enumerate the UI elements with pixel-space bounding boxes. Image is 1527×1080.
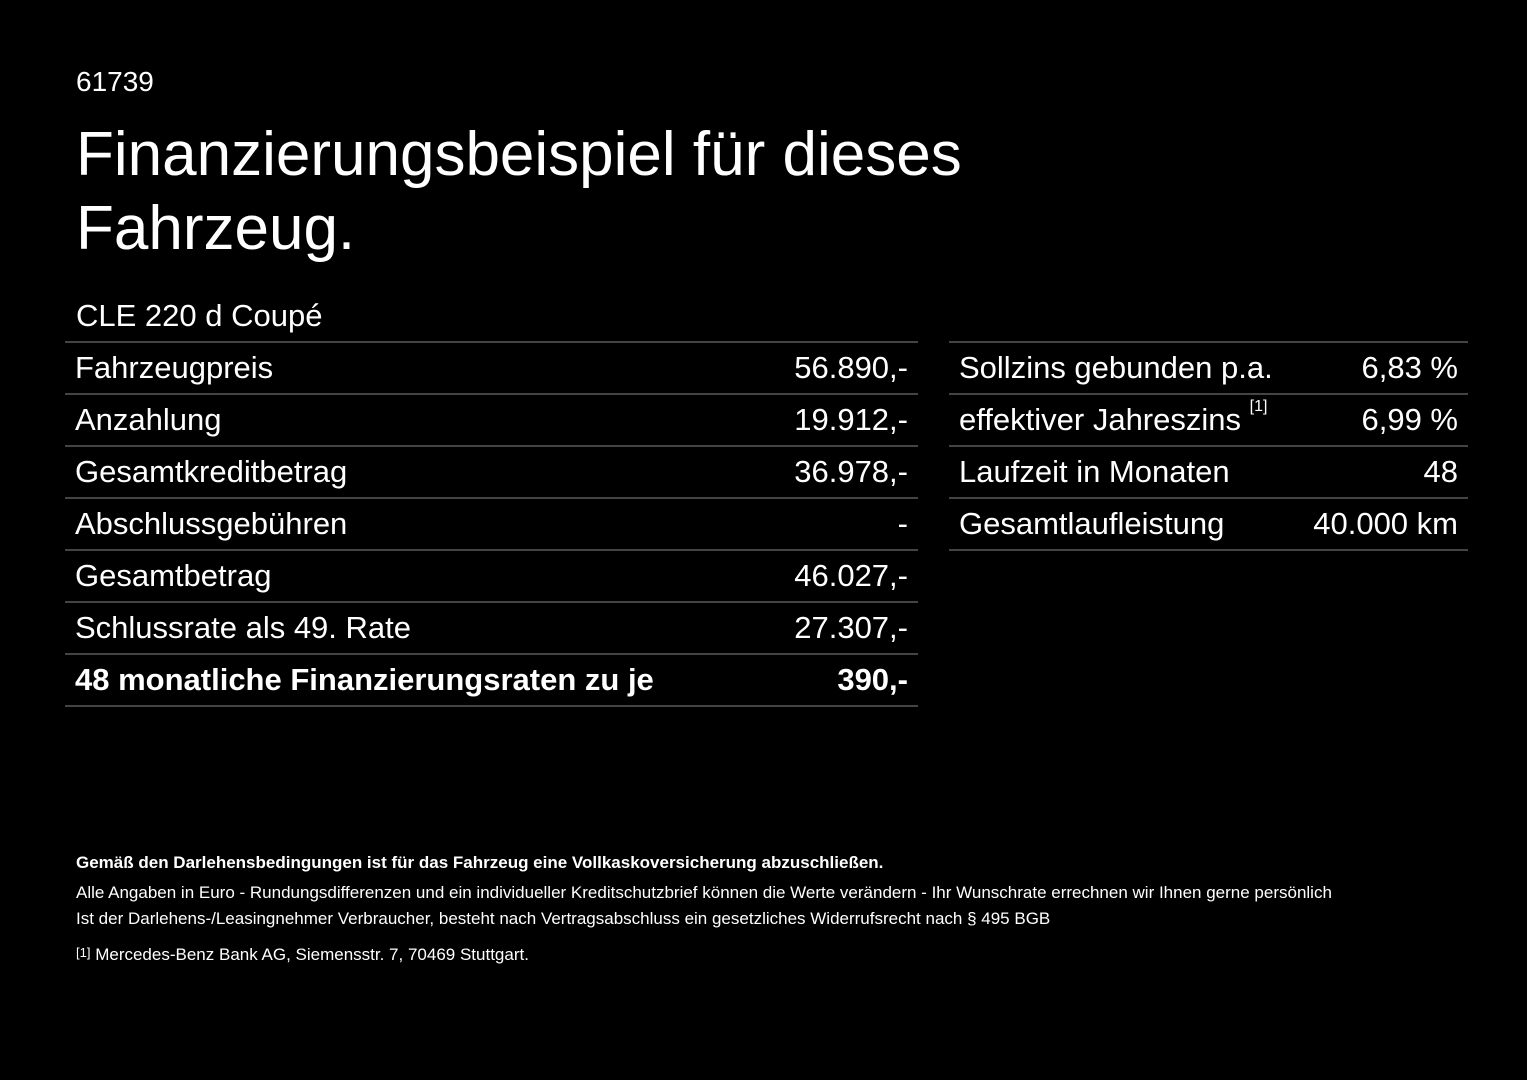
row: Abschlussgebühren - — [65, 498, 918, 551]
footnote-marker: [1] — [76, 945, 91, 960]
label-text: effektiver Jahreszins — [959, 402, 1241, 437]
note: Ist der Darlehens-/Leasingnehmer Verbrau… — [76, 909, 1051, 928]
row: Laufzeit in Monaten 48 — [949, 446, 1468, 499]
value: 40.000 km — [1296, 498, 1468, 551]
label-text: Fahrzeugpreis — [75, 350, 274, 385]
value: 6,99 % — [1296, 394, 1468, 447]
row: effektiver Jahreszins [1] 6,99 % — [949, 394, 1468, 447]
label: Fahrzeugpreis — [65, 342, 763, 395]
value: 46.027,- — [762, 550, 918, 603]
value: 27.307,- — [762, 602, 918, 655]
value: 6,83 % — [1296, 342, 1468, 395]
label-text: Laufzeit in Monaten — [959, 454, 1230, 489]
label-text: Anzahlung — [75, 402, 222, 437]
label-text: Gesamtlaufleistung — [959, 506, 1225, 541]
label-text: Gesamtkreditbetrag — [75, 454, 348, 489]
title-line: Finanzierungsbeispiel für dieses — [76, 120, 962, 189]
label: 48 monatliche Finanzierungsraten zu je — [65, 654, 763, 707]
label: Gesamtlaufleistung — [949, 498, 1297, 551]
footnote: [1] Mercedes-Benz Bank AG, Siemensstr. 7… — [76, 945, 529, 965]
row: Fahrzeugpreis 56.890,- — [65, 342, 918, 395]
row: Gesamtkreditbetrag 36.978,- — [65, 446, 918, 499]
value: 36.978,- — [762, 446, 918, 499]
label: effektiver Jahreszins [1] — [949, 394, 1297, 447]
value: - — [762, 498, 918, 551]
row: Gesamtbetrag 46.027,- — [65, 550, 918, 603]
value: 19.912,- — [762, 394, 918, 447]
note: Alle Angaben in Euro - Rundungsdifferenz… — [76, 883, 1332, 902]
value: 56.890,- — [762, 342, 918, 395]
row: 48 monatliche Finanzierungsraten zu je 39… — [65, 654, 918, 707]
left-table: Fahrzeugpreis 56.890,- Anzahlung 19.912,- Ge… — [65, 341, 918, 707]
label: Sollzins gebunden p.a. — [949, 342, 1297, 395]
label-text: Sollzins gebunden p.a. — [959, 350, 1273, 385]
title: Finanzierungsbeispiel für dieses Fahrzeug… — [76, 118, 962, 266]
label: Anzahlung — [65, 394, 763, 447]
label: Gesamtkreditbetrag — [65, 446, 763, 499]
value: 390,- — [762, 654, 918, 707]
label-text: Abschlussgebühren — [75, 506, 348, 541]
model: CLE 220 d Coupé — [76, 298, 323, 333]
footnote-marker: [1] — [1249, 398, 1268, 415]
label-text: Schlussrate als 49. Rate — [75, 610, 412, 645]
value: 48 — [1296, 446, 1468, 499]
row: Schlussrate als 49. Rate 27.307,- — [65, 602, 918, 655]
label: Schlussrate als 49. Rate — [65, 602, 763, 655]
row: Gesamtlaufleistung 40.000 km — [949, 498, 1468, 551]
row: Anzahlung 19.912,- — [65, 394, 918, 447]
label: Gesamtbetrag — [65, 550, 763, 603]
code: 61739 — [76, 66, 154, 97]
label: Laufzeit in Monaten — [949, 446, 1297, 499]
label: Abschlussgebühren — [65, 498, 763, 551]
bold-note: Gemäß den Darlehensbedingungen ist für d… — [76, 853, 884, 872]
right-table: Sollzins gebunden p.a. 6,83 % effektiver J… — [949, 341, 1468, 551]
label-text: 48 monatliche Finanzierungsraten zu je — [75, 662, 654, 697]
footnote-text: Mercedes-Benz Bank AG, Siemensstr. 7, 70… — [95, 945, 529, 964]
row: Sollzins gebunden p.a. 6,83 % — [949, 342, 1468, 395]
title-line: Fahrzeug. — [76, 194, 356, 263]
label-text: Gesamtbetrag — [75, 558, 272, 593]
